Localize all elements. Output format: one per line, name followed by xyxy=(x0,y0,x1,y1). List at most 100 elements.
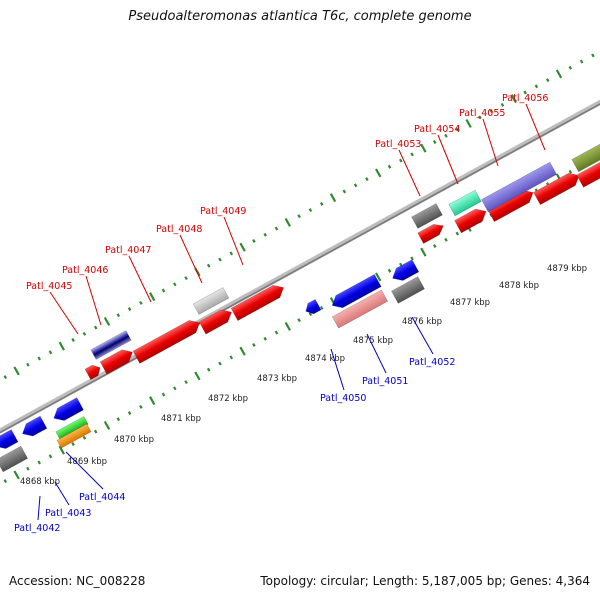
gene-label: Patl_4054 xyxy=(414,124,460,135)
minor-tick xyxy=(297,214,301,219)
minor-tick xyxy=(37,460,41,465)
minor-tick xyxy=(500,102,505,107)
minor-tick xyxy=(297,318,301,323)
minor-tick xyxy=(206,263,211,268)
minor-tick xyxy=(206,367,211,372)
label-leader-line xyxy=(54,481,70,506)
minor-tick xyxy=(93,429,98,434)
gene-arrow xyxy=(22,415,48,437)
gene-label: Patl_4047 xyxy=(105,245,151,256)
minor-tick xyxy=(432,244,437,248)
gene-label: Patl_4053 xyxy=(375,139,421,150)
minor-tick xyxy=(410,256,414,261)
minor-tick xyxy=(71,442,75,446)
gene-label: Patl_4049 xyxy=(200,206,246,217)
major-tick xyxy=(284,321,291,331)
minor-tick xyxy=(432,140,437,144)
gene-box xyxy=(0,445,29,473)
major-tick xyxy=(284,217,291,227)
gene-label: Patl_4042 xyxy=(14,523,60,534)
minor-tick xyxy=(342,189,347,194)
minor-tick xyxy=(353,183,358,188)
minor-tick xyxy=(489,109,493,114)
label-leader-line xyxy=(437,134,459,185)
genome-backbone xyxy=(0,99,600,434)
major-tick xyxy=(465,118,472,128)
backbone-line-shadow xyxy=(0,103,600,434)
genome-title: Pseudoalteromonas atlantica T6c, complet… xyxy=(128,9,472,24)
gene-features xyxy=(0,141,600,473)
kbp-scale-labels: 4868 kbp 4869 kbp 4870 kbp 4871 kbp 4872 kbp… xyxy=(20,264,587,487)
minor-tick xyxy=(523,90,527,95)
minor-tick xyxy=(173,282,177,287)
gene-label: Patl_4056 xyxy=(502,93,548,104)
minor-tick xyxy=(184,380,188,385)
major-tick xyxy=(13,366,20,376)
gene-arrow xyxy=(576,162,600,188)
minor-tick xyxy=(127,307,132,311)
major-tick xyxy=(510,94,517,104)
minor-tick xyxy=(399,158,403,163)
label-leader-line xyxy=(37,495,41,521)
kbp-label: 4876 kbp xyxy=(402,317,442,327)
minor-tick xyxy=(478,115,482,120)
minor-tick xyxy=(444,237,448,242)
major-tick xyxy=(420,247,427,257)
label-leader-line xyxy=(85,275,102,326)
accession-text: Accession: NC_008228 xyxy=(9,574,146,588)
minor-tick xyxy=(218,361,222,366)
minor-tick xyxy=(252,343,256,347)
label-leader-line xyxy=(330,348,345,391)
kbp-label: 4877 kbp xyxy=(450,298,490,308)
gene-arrow xyxy=(392,259,420,281)
kbp-label: 4869 kbp xyxy=(67,457,107,467)
minor-tick xyxy=(93,325,98,330)
gene-label: Patl_4043 xyxy=(45,508,91,519)
kbp-label: 4872 kbp xyxy=(208,394,248,404)
minor-tick xyxy=(139,300,143,305)
kbp-label: 4879 kbp xyxy=(547,264,587,274)
gene-arrow xyxy=(84,364,101,381)
major-tick xyxy=(375,168,382,178)
minor-tick xyxy=(229,355,234,360)
gene-arrow xyxy=(454,208,487,234)
minor-tick xyxy=(252,239,256,243)
minor-tick xyxy=(139,404,143,409)
gene-arrow xyxy=(198,309,232,335)
kbp-label: 4875 kbp xyxy=(353,336,393,346)
minor-tick xyxy=(568,65,573,70)
gene-arrow xyxy=(417,224,444,244)
label-leader-line xyxy=(223,216,244,266)
minor-tick xyxy=(3,479,8,484)
label-leader-line xyxy=(65,451,104,490)
forward-tick-track xyxy=(3,53,595,380)
major-tick xyxy=(149,292,156,302)
minor-tick xyxy=(37,356,41,361)
genome-summary-text: Topology: circular; Length: 5,187,005 bp… xyxy=(260,574,590,588)
gene-box xyxy=(90,330,132,360)
backbone-line xyxy=(0,99,600,434)
minor-tick xyxy=(127,411,132,415)
gene-box xyxy=(55,415,89,441)
gene-label: Patl_4045 xyxy=(26,281,72,292)
gene-labels: Patl_4045 Patl_4046 Patl_4047 Patl_4048 Patl… xyxy=(14,93,548,534)
gene-label: Patl_4048 xyxy=(156,224,202,235)
gene-arrow xyxy=(132,320,200,364)
gene-box xyxy=(331,289,389,329)
minor-tick xyxy=(455,127,460,132)
minor-tick xyxy=(579,59,584,64)
minor-tick xyxy=(387,268,392,273)
gene-box xyxy=(411,203,443,229)
major-tick xyxy=(375,272,382,282)
gene-arrow xyxy=(99,349,133,375)
minor-tick xyxy=(116,417,121,422)
minor-tick xyxy=(545,78,550,83)
kbp-label: 4874 kbp xyxy=(305,354,345,364)
minor-tick xyxy=(319,201,324,206)
label-leader-line xyxy=(482,118,499,167)
minor-tick xyxy=(263,336,267,341)
major-tick xyxy=(58,445,65,455)
minor-tick xyxy=(161,392,166,397)
minor-tick xyxy=(410,152,414,157)
